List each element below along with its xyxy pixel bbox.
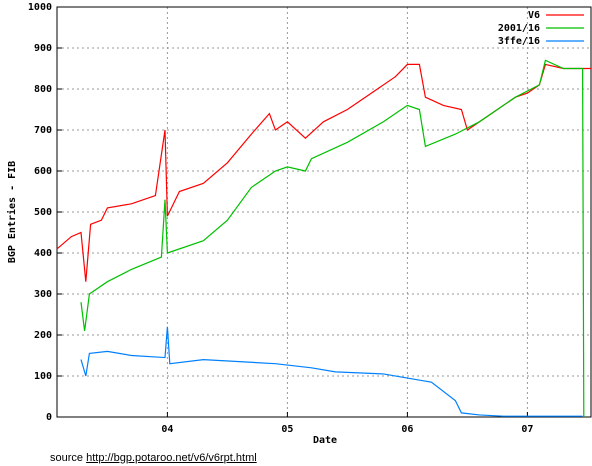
chart: BGP Entries - FIB Date 0 100 200 300 400 500 6… xyxy=(6,2,592,446)
y-tick-label: 0 xyxy=(46,412,52,423)
x-tick-label: 04 xyxy=(161,424,173,435)
series-line xyxy=(80,326,583,417)
plot-frame xyxy=(56,6,592,418)
y-tick-label: 200 xyxy=(34,330,52,341)
legend-label: 3ffe/16 xyxy=(498,36,540,47)
x-tick-label: 06 xyxy=(401,424,413,435)
y-tick-label: 400 xyxy=(34,248,52,259)
legend-label: V6 xyxy=(528,10,540,21)
y-tick-label: 900 xyxy=(34,43,52,54)
y-tick-label: 300 xyxy=(34,289,52,300)
source-label: source xyxy=(50,452,84,464)
x-tick-label: 07 xyxy=(521,424,533,435)
x-axis-label: Date xyxy=(313,435,337,446)
y-tick-label: 1000 xyxy=(28,2,52,13)
x-tick-label: 05 xyxy=(281,424,293,435)
source-link[interactable]: http://bgp.potaroo.net/v6/v6rpt.html xyxy=(86,452,257,464)
y-tick-label: 500 xyxy=(34,207,52,218)
source: source http://bgp.potaroo.net/v6/v6rpt.h… xyxy=(50,452,257,464)
series-line xyxy=(80,59,585,418)
y-tick-label: 700 xyxy=(34,125,52,136)
y-axis-label: BGP Entries - FIB xyxy=(6,161,18,263)
y-tick-label: 600 xyxy=(34,166,52,177)
y-tick-label: 800 xyxy=(34,84,52,95)
y-tick-label: 100 xyxy=(34,371,52,382)
legend-label: 2001/16 xyxy=(498,23,540,34)
series-line xyxy=(56,63,591,282)
